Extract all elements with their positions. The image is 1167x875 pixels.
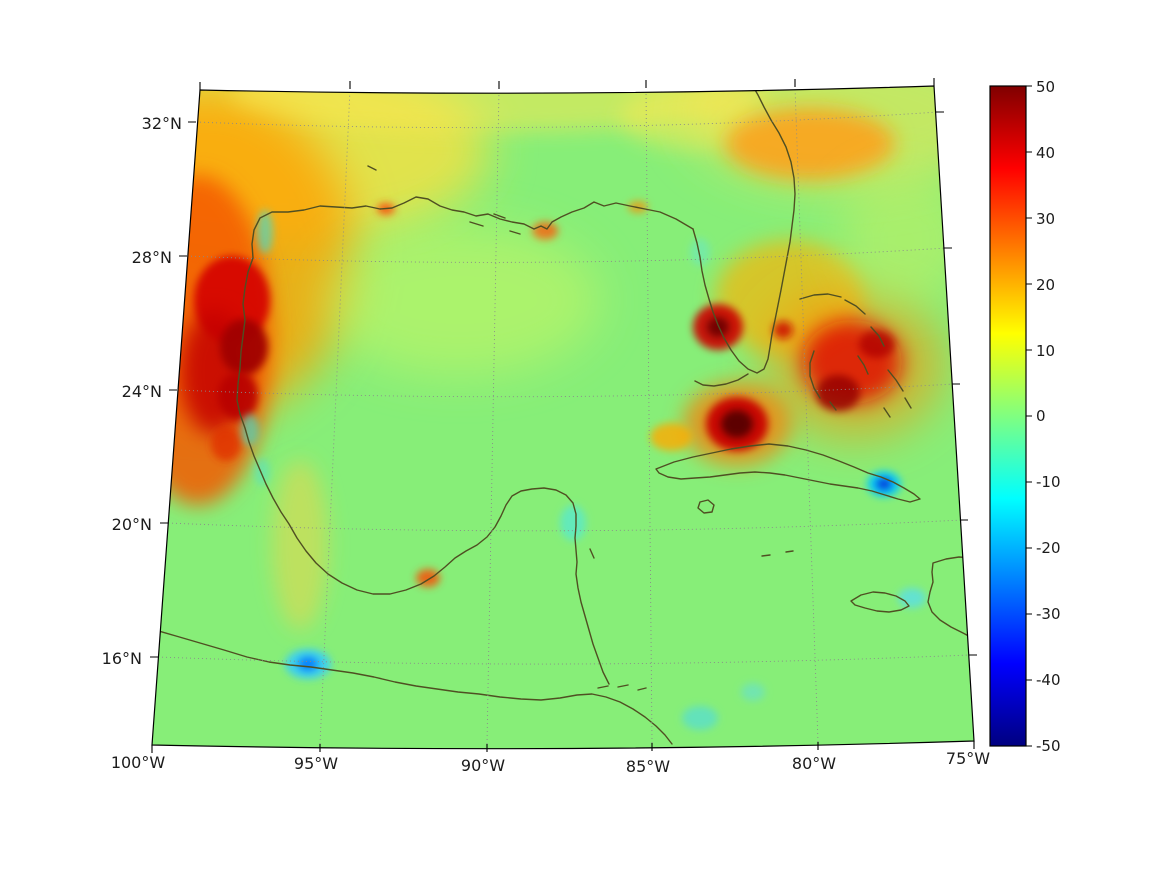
coastline-isla-juventud [697, 499, 715, 514]
axis-ticks [150, 78, 977, 753]
coastline-florida-keys [694, 373, 749, 387]
colorbar-gradient-bar [989, 85, 1027, 747]
heat-blob [241, 414, 259, 446]
heat-blob [560, 505, 586, 541]
colorbar-label-n30: -30 [1036, 605, 1061, 623]
graticule [157, 86, 970, 745]
coastline-cozumel [589, 548, 595, 559]
coastline-jamaica [850, 591, 910, 613]
colorbar-label-40: 40 [1036, 144, 1055, 162]
graticule-parallel-28n [186, 247, 947, 263]
heat-blob [298, 657, 318, 671]
map-area [152, 86, 974, 749]
graticule-parallel-24n [176, 383, 955, 398]
coastline-louisiana-islands [367, 165, 521, 235]
colorbar-label-0: 0 [1036, 407, 1046, 425]
colorbar-label-30: 30 [1036, 210, 1055, 228]
colorbar-label-20: 20 [1036, 276, 1055, 294]
heat-blob [211, 427, 241, 461]
lon-tick-labels: 100°W 95°W 90°W 85°W 80°W 75°W [111, 749, 990, 776]
heat-blob [773, 321, 793, 339]
heat-blob [898, 588, 926, 608]
left-ticks [150, 121, 196, 658]
lon-tick-label-95w: 95°W [294, 754, 338, 773]
lon-tick-label-80w: 80°W [792, 754, 836, 773]
lat-tick-label-32n: 32°N [142, 114, 182, 133]
lat-tick-label-24n: 24°N [122, 382, 162, 401]
heat-blob [816, 375, 860, 411]
heat-blob [257, 210, 273, 254]
lat-tick-label-28n: 28°N [132, 248, 172, 267]
bottom-ticks [151, 741, 975, 753]
heat-blob [690, 238, 710, 266]
colorbar-label-n40: -40 [1036, 671, 1061, 689]
lon-tick-label-75w: 75°W [946, 749, 990, 768]
heat-blob [721, 410, 753, 438]
coastline-bahamas [799, 293, 912, 418]
heat-blob [220, 319, 268, 375]
colorbar-tick-labels: 50 40 30 20 10 0 -10 -20 -30 -40 -50 [1036, 78, 1061, 755]
heat-blob [859, 330, 895, 358]
heat-blob [707, 317, 729, 337]
colorbar-label-n20: -20 [1036, 539, 1061, 557]
graticule-parallel-20n [167, 519, 963, 532]
heat-blob [876, 478, 892, 490]
lat-tick-labels: 32°N 28°N 24°N 20°N 16°N [102, 114, 182, 668]
coastline-central-america [152, 628, 673, 745]
heat-blob [272, 460, 328, 630]
coastlines [152, 87, 974, 745]
colorbar: 50 40 30 20 10 0 -10 -20 -30 -40 -50 [989, 78, 1061, 755]
coastline-caymans [761, 550, 794, 557]
heat-blob [650, 423, 692, 451]
heat-blob [218, 372, 258, 420]
heatmap-blobs [152, 86, 974, 730]
graticule-parallel-32n [195, 111, 939, 129]
top-ticks [199, 78, 935, 90]
graticule-parallel-16n [157, 654, 970, 665]
heat-blob [840, 175, 970, 305]
lon-tick-label-90w: 90°W [461, 756, 505, 775]
heat-blob [741, 683, 765, 701]
heat-blob [416, 569, 440, 587]
colorbar-ticks [1026, 85, 1032, 747]
colorbar-label-50: 50 [1036, 78, 1055, 96]
lon-tick-label-100w: 100°W [111, 753, 166, 772]
lat-tick-label-16n: 16°N [102, 649, 142, 668]
colorbar-label-n50: -50 [1036, 737, 1061, 755]
coastline-cuba [655, 443, 921, 503]
lat-tick-label-20n: 20°N [112, 515, 152, 534]
heat-blob [682, 706, 718, 730]
coastline-florida [692, 87, 796, 374]
coastline-honduras-islands [597, 684, 647, 691]
right-ticks [936, 111, 977, 656]
coastline-gulf [236, 196, 694, 685]
lon-tick-label-85w: 85°W [626, 757, 670, 776]
colorbar-label-n10: -10 [1036, 473, 1061, 491]
colorbar-label-10: 10 [1036, 342, 1055, 360]
heat-blob [320, 225, 600, 375]
heat-blob [725, 108, 895, 180]
